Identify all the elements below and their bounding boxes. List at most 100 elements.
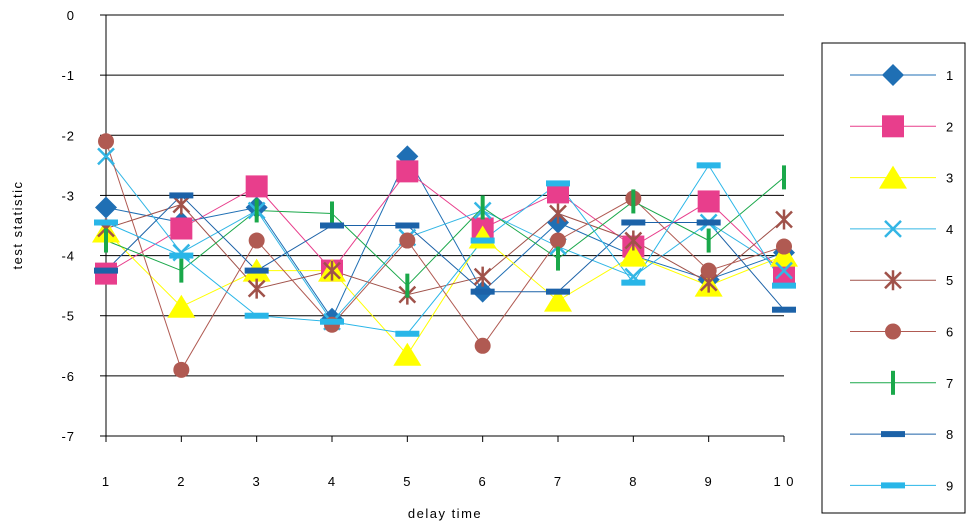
data-point-series-9 [696, 162, 721, 169]
data-point-series-3 [167, 294, 196, 318]
data-point-series-9 [772, 282, 796, 289]
data-point-series-7 [782, 165, 786, 190]
legend-label-2: 2 [946, 119, 953, 134]
data-point-series-3 [619, 243, 648, 267]
data-point-series-8 [772, 306, 796, 313]
data-point-series-5 [549, 203, 567, 224]
legend-marker-1 [882, 64, 904, 86]
data-point-series-2 [95, 262, 117, 285]
data-point-series-6 [399, 232, 416, 249]
data-point-series-8 [395, 222, 420, 229]
x-tick-label: 4 [328, 474, 336, 489]
legend-marker-5 [884, 270, 902, 291]
data-point-series-3 [544, 288, 572, 312]
data-point-series-6 [700, 262, 717, 279]
y-tick-label: -4 [61, 249, 75, 264]
data-point-series-9 [169, 252, 194, 259]
data-point-series-9 [621, 279, 646, 286]
x-tick-label: 1 [102, 474, 110, 489]
y-tick-label: 0 [67, 8, 75, 23]
series-line-5 [105, 203, 785, 296]
data-point-series-4 [775, 261, 793, 280]
data-point-series-7 [480, 195, 485, 220]
y-tick-label: -1 [61, 68, 75, 83]
gridlines [106, 14, 784, 377]
legend-marker-7 [891, 370, 895, 395]
x-tick-label: 9 [705, 474, 713, 489]
y-tick-label: -3 [61, 188, 75, 203]
data-point-series-4 [97, 147, 115, 166]
series-line-3 [105, 231, 785, 356]
series-line-9 [105, 164, 785, 335]
data-point-series-6 [550, 232, 566, 249]
y-tick-label: -5 [61, 309, 75, 324]
data-point-series-5 [473, 266, 492, 287]
series-line-6 [105, 141, 785, 372]
data-point-series-6 [776, 238, 792, 255]
x-tick-label: 2 [177, 474, 185, 489]
x-tick-label: 3 [253, 474, 261, 489]
data-point-series-8 [696, 219, 721, 226]
data-point-series-5 [323, 260, 341, 281]
legend-marker-9 [881, 482, 905, 489]
series-line-8 [105, 194, 785, 311]
x-tick-label: 1 0 [773, 474, 794, 489]
data-point-series-7 [179, 258, 184, 283]
legend-label-1: 1 [946, 68, 953, 83]
data-point-series-5 [775, 209, 793, 230]
y-axis-title: test statistic [10, 181, 25, 270]
axis-labels: 0 -1 -2 -3 -4 -5 -6 -7 1 2 3 4 5 6 7 8 9 1 0 delay time tes… [10, 8, 794, 521]
data-point-series-7 [254, 198, 259, 223]
legend-label-6: 6 [946, 325, 953, 340]
data-point-series-3 [393, 342, 422, 366]
data-point-series-7 [405, 273, 410, 298]
data-point-series-7 [631, 189, 636, 214]
data-point-series-8 [244, 267, 269, 274]
data-point-series-6 [248, 232, 265, 249]
data-point-series-6 [474, 337, 491, 354]
data-point-series-7 [556, 246, 560, 271]
data-point-series-5 [624, 230, 643, 251]
x-tick-label: 8 [629, 474, 637, 489]
data-point-series-9 [320, 318, 344, 325]
data-point-series-2 [697, 190, 720, 213]
data-point-series-2 [396, 160, 419, 183]
legend-label-4: 4 [946, 222, 953, 237]
series-line-7 [105, 177, 785, 287]
data-point-series-8 [94, 267, 118, 274]
data-point-series-1 [95, 196, 117, 219]
data-point-series-7 [330, 201, 334, 226]
data-point-series-6 [173, 361, 190, 378]
series-lines [105, 141, 785, 372]
data-point-series-2 [170, 217, 193, 240]
data-point-series-7 [706, 228, 711, 253]
data-point-series-8 [470, 288, 495, 295]
legend-marker-2 [882, 115, 904, 138]
legend-marker-6 [885, 323, 901, 340]
legend: 1 2 3 4 5 6 7 8 9 [821, 42, 966, 514]
data-point-series-9 [395, 330, 420, 337]
legend-marker-4 [884, 220, 902, 238]
data-point-series-8 [546, 288, 570, 295]
data-point-series-8 [320, 222, 344, 229]
y-tick-label: -2 [61, 128, 75, 143]
x-tick-label: 5 [403, 474, 411, 489]
legend-label-9: 9 [946, 478, 953, 493]
series-line-4 [105, 155, 785, 323]
data-point-series-9 [244, 312, 269, 319]
data-point-series-8 [169, 192, 194, 199]
data-point-series-3 [770, 243, 798, 267]
y-tick-label: -7 [61, 429, 75, 444]
legend-label-3: 3 [946, 171, 953, 186]
series-markers [92, 133, 798, 378]
data-point-series-9 [546, 180, 570, 187]
data-point-series-5 [247, 278, 266, 299]
x-tick-label: 7 [554, 474, 562, 489]
data-point-series-9 [94, 219, 118, 226]
data-point-series-9 [470, 237, 495, 244]
legend-marker-8 [881, 431, 905, 438]
legend-marker-3 [879, 165, 907, 189]
data-point-series-2 [245, 175, 268, 198]
x-axis-title: delay time [408, 506, 482, 521]
